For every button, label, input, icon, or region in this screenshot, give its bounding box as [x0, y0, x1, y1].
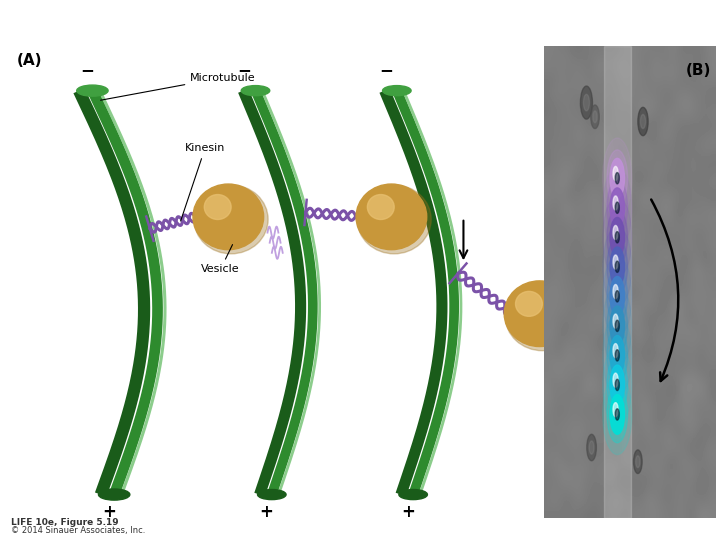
Circle shape [603, 315, 632, 395]
Circle shape [610, 158, 624, 198]
Circle shape [613, 226, 618, 240]
Circle shape [603, 138, 632, 218]
Circle shape [615, 202, 619, 213]
Ellipse shape [99, 489, 130, 500]
Text: −: − [379, 62, 393, 79]
Circle shape [607, 150, 628, 206]
Ellipse shape [382, 85, 411, 96]
Circle shape [193, 184, 264, 249]
Text: (A): (A) [17, 53, 42, 68]
Circle shape [636, 456, 640, 468]
Circle shape [607, 239, 628, 295]
Ellipse shape [241, 85, 270, 96]
Circle shape [613, 314, 618, 328]
Circle shape [607, 356, 628, 413]
Text: (B): (B) [686, 63, 711, 78]
Circle shape [610, 188, 624, 227]
Text: −: − [80, 62, 94, 79]
Circle shape [610, 306, 624, 346]
Circle shape [615, 379, 619, 390]
Circle shape [194, 185, 268, 254]
Text: +: + [259, 503, 274, 521]
Circle shape [634, 450, 642, 474]
Circle shape [589, 441, 594, 454]
Circle shape [367, 194, 395, 219]
Text: Microtubule: Microtubule [101, 72, 256, 100]
Circle shape [607, 179, 628, 236]
Ellipse shape [399, 489, 428, 500]
Circle shape [580, 86, 593, 119]
Text: +: + [102, 503, 116, 521]
Circle shape [607, 268, 628, 325]
Circle shape [603, 227, 632, 307]
Circle shape [204, 194, 231, 219]
Circle shape [610, 247, 624, 287]
Circle shape [504, 281, 575, 347]
Circle shape [613, 196, 618, 210]
Ellipse shape [258, 489, 286, 500]
Circle shape [615, 232, 619, 243]
Circle shape [607, 386, 628, 443]
Text: −: − [238, 62, 251, 79]
Circle shape [610, 218, 624, 257]
Circle shape [603, 256, 632, 336]
Circle shape [615, 261, 619, 273]
Circle shape [590, 105, 599, 129]
Circle shape [613, 255, 618, 269]
Circle shape [613, 403, 618, 417]
Circle shape [356, 184, 427, 249]
Circle shape [603, 345, 632, 425]
Circle shape [607, 327, 628, 384]
Circle shape [615, 350, 619, 361]
Text: LIFE 10e, Figure 5.19: LIFE 10e, Figure 5.19 [11, 518, 119, 527]
Circle shape [638, 107, 648, 136]
Circle shape [583, 94, 590, 111]
Circle shape [610, 335, 624, 375]
Circle shape [610, 276, 624, 316]
Circle shape [603, 167, 632, 248]
Circle shape [357, 185, 431, 254]
Circle shape [610, 395, 624, 434]
Circle shape [640, 114, 646, 129]
Circle shape [607, 209, 628, 266]
Circle shape [587, 434, 596, 461]
Circle shape [603, 286, 632, 366]
Circle shape [615, 320, 619, 332]
Text: +: + [401, 503, 415, 521]
Circle shape [516, 292, 542, 316]
Circle shape [610, 365, 624, 405]
Circle shape [613, 285, 618, 299]
Circle shape [505, 282, 580, 350]
Bar [603, 46, 631, 518]
Text: Figure 5.19  A Motor Protein Pulls Vesicles along Microtubules: Figure 5.19 A Motor Protein Pulls Vesicl… [6, 13, 415, 26]
Circle shape [607, 298, 628, 354]
Circle shape [615, 409, 619, 420]
Circle shape [603, 374, 632, 455]
Text: Vesicle: Vesicle [201, 245, 240, 274]
Text: Kinesin: Kinesin [181, 143, 225, 221]
Circle shape [615, 291, 619, 302]
Text: © 2014 Sinauer Associates, Inc.: © 2014 Sinauer Associates, Inc. [11, 526, 145, 536]
Circle shape [613, 166, 618, 180]
Circle shape [615, 172, 619, 184]
Circle shape [613, 373, 618, 387]
Circle shape [603, 197, 632, 278]
Circle shape [593, 111, 597, 123]
Circle shape [613, 343, 618, 357]
Ellipse shape [77, 85, 108, 96]
